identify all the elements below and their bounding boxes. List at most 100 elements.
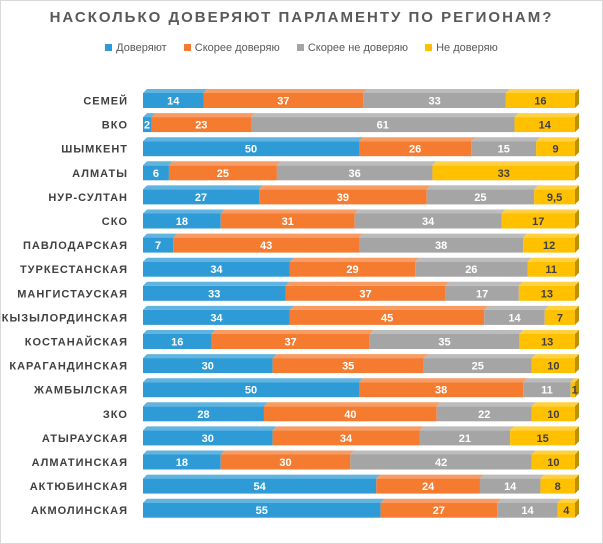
bar-top-face (289, 257, 420, 262)
bar-top-face (143, 257, 294, 262)
bar-segment (143, 141, 359, 157)
bar-top-face (143, 89, 208, 93)
data-label: 33 (498, 168, 510, 180)
category-label: НУР-СУЛТАН (48, 192, 128, 204)
bar-segment (359, 237, 524, 253)
data-label: 14 (539, 120, 552, 132)
bar-side-face (575, 209, 579, 229)
data-label: 6 (153, 168, 159, 180)
bar-top-face (484, 305, 549, 310)
bar-segment (523, 382, 571, 398)
bar-side-face (575, 233, 579, 253)
bar-top-face (143, 450, 225, 455)
bar-side-face (575, 185, 579, 205)
bar-top-face (376, 474, 484, 479)
bar-side-face (575, 402, 579, 422)
bar-segment (289, 261, 416, 277)
data-label: 15 (536, 433, 548, 445)
bar-top-face (359, 137, 476, 142)
bar-segment (276, 165, 433, 181)
bar-top-face (510, 426, 579, 431)
bar-segment (505, 93, 575, 108)
bar-top-face (203, 89, 368, 93)
bar-segment (445, 285, 519, 301)
bar-top-face (501, 209, 579, 214)
data-label: 29 (346, 264, 358, 276)
data-label: 37 (359, 288, 371, 300)
bar-segment (570, 382, 575, 398)
bar-top-face (143, 161, 173, 166)
bar-top-face (143, 474, 381, 479)
bar-top-face (143, 113, 156, 118)
bar-segment (143, 261, 290, 277)
bar-top-face (497, 498, 562, 503)
data-label: 30 (279, 457, 291, 469)
data-label: 7 (155, 240, 161, 252)
bar-segment (531, 358, 575, 374)
bar-top-face (479, 474, 545, 479)
bar-top-face (143, 354, 277, 359)
bar-segment (143, 213, 221, 229)
legend-item-trust: Доверяют (105, 42, 167, 54)
legend-label-rather-trust: Скорее доверяю (194, 42, 280, 54)
data-label: 16 (534, 96, 546, 108)
bar-segment (523, 237, 575, 253)
bar-segment (143, 406, 264, 422)
data-label: 37 (277, 96, 289, 108)
bar-top-face (432, 161, 579, 166)
data-label: 2 (144, 120, 150, 132)
bar-segment (557, 502, 575, 518)
bar-side-face (575, 137, 579, 157)
category-label: СЕМЕЙ (83, 95, 128, 108)
data-label: 39 (337, 192, 349, 204)
bar-segment (143, 334, 212, 349)
bar-top-face (173, 233, 363, 238)
data-label: 45 (381, 312, 393, 324)
data-label: 28 (197, 409, 209, 421)
data-label: 9 (552, 144, 558, 156)
data-label: 54 (254, 481, 267, 493)
data-label: 10 (547, 409, 559, 421)
data-label: 38 (435, 240, 447, 252)
data-label: 35 (438, 337, 450, 349)
legend-swatch-trust (105, 44, 113, 51)
bar-segment (263, 406, 437, 422)
bar-top-face (534, 185, 579, 190)
bar-top-face (143, 281, 290, 286)
bar-top-face (143, 330, 216, 334)
bar-segment (527, 261, 575, 277)
data-label: 7 (557, 312, 563, 324)
bar-top-face (272, 426, 424, 431)
bar-segment (289, 309, 485, 325)
category-label: АТЫРАУСКАЯ (42, 433, 128, 445)
bar-segment (369, 334, 520, 349)
data-label: 31 (282, 216, 294, 228)
bar-segment (251, 117, 515, 133)
bar-top-face (272, 354, 428, 359)
data-label: 14 (167, 96, 180, 108)
data-label: 33 (428, 96, 440, 108)
category-label: КАРАГАНДИНСКАЯ (9, 361, 128, 373)
data-label: 10 (547, 361, 559, 373)
bar-top-face (380, 498, 502, 503)
bar-segment (259, 189, 427, 205)
bar-top-face (143, 185, 264, 190)
bar-segment (484, 309, 545, 325)
bar-top-face (259, 185, 431, 190)
bar-segment (510, 430, 575, 446)
data-label: 36 (349, 168, 361, 180)
bar-top-face (359, 378, 528, 383)
bar-top-face (143, 305, 294, 310)
legend-swatch-rather-distrust (296, 44, 304, 51)
data-label: 61 (377, 120, 389, 132)
bar-side-face (575, 354, 579, 374)
data-label: 11 (541, 385, 553, 397)
bar-side-face (575, 305, 579, 325)
data-label: 17 (476, 288, 488, 300)
category-label: ШЫМКЕНТ (61, 144, 128, 156)
bar-top-face (354, 209, 506, 214)
category-label: ЗКО (103, 409, 128, 421)
bar-top-face (523, 378, 575, 383)
bar-top-face (531, 450, 579, 455)
bar-segment (497, 502, 558, 518)
